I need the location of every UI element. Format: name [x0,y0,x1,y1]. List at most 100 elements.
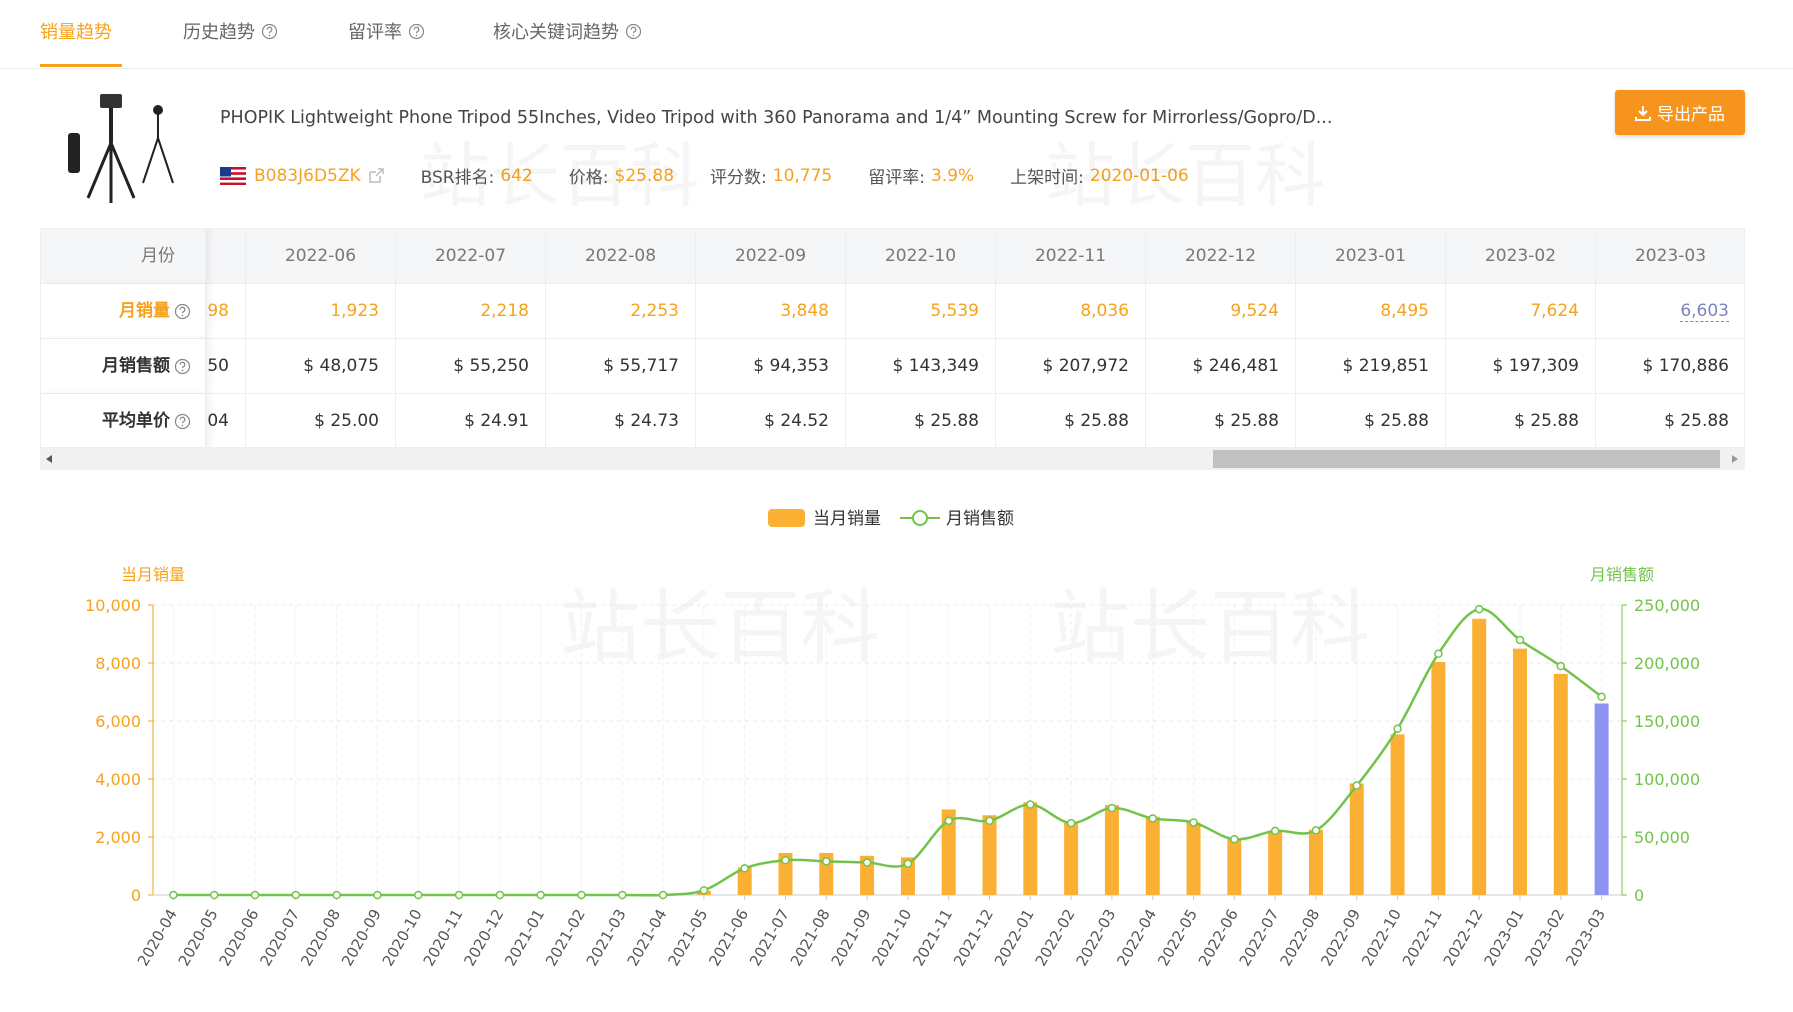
cell-text: 8,495 [1380,301,1429,321]
cell-text: $ 55,717 [603,356,679,376]
asin[interactable]: B083J6D5ZK [254,165,361,186]
table-cell: 5,539 [846,284,996,339]
export-button[interactable]: 导出产品 [1615,90,1745,135]
cell-text: $ 24.73 [614,411,679,431]
y-tick-label: 0 [131,886,141,905]
scroll-left[interactable] [44,454,54,464]
x-tick-label: 2021-02 [542,906,589,969]
help-icon[interactable] [174,303,191,320]
bsr-label: BSR排名: [420,168,495,188]
x-tick-label: 2023-03 [1562,906,1609,969]
help-icon[interactable] [174,358,191,375]
column-header: 2022-12 [1146,229,1296,284]
y-tick-label: 4,000 [95,770,141,789]
column-header: 2022-07 [396,229,546,284]
table-cell: $ 170,886 [1596,339,1744,394]
y-tick-label: 10,000 [85,596,141,615]
cell-text: $ 25.00 [314,411,379,431]
x-tick-label: 2021-05 [664,906,711,969]
line-point [209,890,219,900]
scroll-right[interactable] [1730,454,1740,464]
line-point [577,890,586,900]
export-label: 导出产品 [1657,105,1725,125]
column-header: 2022-08 [546,229,696,284]
y-tick-label: 2,000 [95,828,141,847]
line-point [862,858,872,867]
cell-text: 月销售额 [102,355,170,376]
cell-text: $ 197,309 [1492,356,1579,376]
cell-text: $ 94,353 [753,356,829,376]
table-cell: 6,603 [1596,284,1744,339]
tab[interactable]: 留评率 [348,18,425,44]
line-point [169,890,178,900]
line-point [1026,800,1035,809]
line-point [944,816,953,826]
launch-label: 上架时间: [1010,168,1084,188]
x-tick-label: 2021-06 [705,906,752,969]
table-cell: $ 143,349 [846,339,996,394]
line-point [291,890,301,900]
y-tick-label: 6,000 [95,712,141,731]
cell-text: 1,923 [330,301,379,321]
cell-text: 月销量 [119,300,170,321]
cell-text: 8,036 [1080,301,1129,321]
column-header: 2022-10 [846,229,996,284]
download-icon [1635,105,1651,121]
flag [220,166,246,185]
cell-text: 2022-11 [1034,246,1107,266]
x-tick-label: 2023-01 [1481,906,1528,969]
bar [1431,661,1446,895]
bar [1512,648,1527,895]
line-point [1107,803,1117,813]
table-cell: $ 25.88 [1446,394,1596,447]
line-point [740,864,749,873]
bar [1390,734,1405,895]
cell-text: $ 24.52 [764,411,829,431]
table-cell: $ 25.88 [1296,394,1446,447]
table-cell: $ 25.00 [246,394,396,447]
line-point [332,890,341,900]
column-header: 2022-11 [996,229,1146,284]
help-icon[interactable] [408,23,425,40]
x-tick-label: 2022-04 [1113,906,1160,969]
table-cell: 2,253 [546,284,696,339]
line-point [373,890,382,900]
tab[interactable]: 历史趋势 [183,18,278,44]
x-tick-label: 2023-02 [1521,906,1568,969]
help-icon[interactable] [261,23,278,40]
price: $25.88 [614,165,675,186]
bar [1553,673,1568,895]
table-cell: $ 48,075 [246,339,396,394]
help-icon[interactable] [174,413,191,430]
external-link-icon[interactable] [367,167,385,185]
bar [1145,816,1160,895]
x-tick-label: 2020-11 [420,906,467,969]
line-point [985,816,994,826]
line-point [822,857,831,866]
cell-text: 2022-07 [434,246,507,266]
tab-underline [40,64,122,67]
x-tick-label: 2022-07 [1236,906,1283,969]
line-point [658,890,668,900]
scrollbar[interactable] [40,448,1745,470]
scroll-thumb[interactable] [1213,450,1720,468]
bar [1472,618,1487,895]
line-point [1148,814,1157,823]
line-point [413,890,423,900]
cell-text: $ 25.88 [1214,411,1279,431]
line-point [1311,826,1321,835]
help-icon[interactable] [625,23,642,40]
x-tick-label: 2021-07 [746,906,793,969]
x-tick-label: 2020-08 [297,906,344,969]
x-tick-label: 2020-04 [134,906,181,969]
review-rate-label: 留评率: [868,168,925,188]
tab[interactable]: 销量趋势 [40,18,112,44]
row-label: 平均单价 [41,394,206,447]
line-point [1597,692,1606,702]
column-header: 2022-09 [696,229,846,284]
x-tick-label: 2020-12 [460,906,507,969]
tab[interactable]: 核心关键词趋势 [493,18,642,44]
x-tick-label: 2022-05 [1154,906,1201,969]
y-tick-label: 8,000 [95,654,141,673]
